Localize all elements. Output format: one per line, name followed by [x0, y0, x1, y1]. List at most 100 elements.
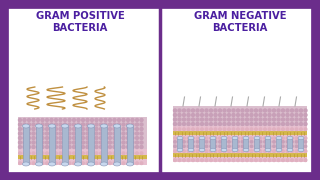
Circle shape — [300, 123, 302, 125]
Circle shape — [131, 152, 134, 154]
Circle shape — [19, 152, 21, 154]
Circle shape — [36, 132, 39, 135]
Circle shape — [282, 159, 284, 161]
Circle shape — [109, 152, 111, 154]
Circle shape — [291, 150, 293, 152]
Circle shape — [19, 136, 21, 140]
Bar — [287, 138, 292, 150]
Circle shape — [259, 145, 262, 147]
Circle shape — [32, 136, 35, 140]
Bar — [127, 126, 133, 164]
Circle shape — [28, 162, 30, 165]
Ellipse shape — [210, 148, 216, 152]
Circle shape — [113, 141, 116, 144]
Circle shape — [113, 123, 116, 126]
Circle shape — [68, 123, 71, 126]
Circle shape — [245, 114, 249, 116]
Circle shape — [113, 145, 116, 148]
Circle shape — [300, 109, 302, 112]
Circle shape — [19, 118, 21, 122]
Ellipse shape — [243, 136, 249, 140]
Circle shape — [59, 162, 62, 165]
Circle shape — [241, 123, 244, 125]
Circle shape — [122, 127, 125, 130]
Circle shape — [304, 109, 307, 112]
Circle shape — [95, 141, 98, 144]
Circle shape — [277, 137, 280, 140]
Ellipse shape — [61, 162, 68, 166]
Circle shape — [214, 114, 217, 116]
Circle shape — [183, 159, 185, 161]
Circle shape — [117, 141, 121, 144]
Circle shape — [77, 118, 80, 122]
Circle shape — [246, 145, 248, 147]
Circle shape — [122, 145, 125, 148]
Circle shape — [45, 132, 49, 135]
Circle shape — [77, 127, 80, 130]
Circle shape — [236, 123, 239, 125]
Circle shape — [28, 118, 30, 122]
Circle shape — [126, 127, 130, 130]
Circle shape — [191, 114, 195, 116]
Circle shape — [268, 128, 271, 130]
Circle shape — [205, 150, 208, 152]
Circle shape — [255, 128, 257, 130]
Circle shape — [41, 132, 44, 135]
Circle shape — [50, 127, 53, 130]
Circle shape — [178, 128, 181, 130]
Circle shape — [263, 109, 267, 112]
Circle shape — [223, 128, 226, 130]
Circle shape — [295, 145, 298, 147]
Circle shape — [23, 127, 26, 130]
Circle shape — [73, 127, 76, 130]
Circle shape — [140, 127, 143, 130]
Circle shape — [232, 141, 235, 143]
Circle shape — [59, 132, 62, 135]
Circle shape — [210, 145, 212, 147]
Circle shape — [117, 132, 121, 135]
Circle shape — [250, 123, 253, 125]
Circle shape — [59, 141, 62, 144]
Circle shape — [273, 137, 275, 140]
Circle shape — [95, 132, 98, 135]
Circle shape — [259, 141, 262, 143]
Circle shape — [140, 123, 143, 126]
Circle shape — [50, 162, 53, 165]
Circle shape — [82, 118, 84, 122]
Circle shape — [32, 145, 35, 148]
Circle shape — [104, 123, 107, 126]
Circle shape — [259, 137, 262, 140]
Circle shape — [95, 127, 98, 130]
Circle shape — [223, 137, 226, 140]
Circle shape — [63, 145, 67, 148]
Circle shape — [277, 109, 280, 112]
Circle shape — [237, 145, 239, 147]
Circle shape — [73, 118, 76, 122]
Circle shape — [201, 137, 203, 140]
Circle shape — [59, 123, 62, 126]
Circle shape — [219, 141, 221, 143]
Circle shape — [295, 141, 298, 143]
Circle shape — [117, 145, 121, 148]
Ellipse shape — [243, 148, 249, 152]
Bar — [62, 126, 68, 164]
Circle shape — [241, 150, 244, 152]
Circle shape — [304, 118, 307, 121]
Circle shape — [286, 150, 289, 152]
Circle shape — [68, 132, 71, 135]
Circle shape — [273, 114, 276, 116]
Circle shape — [282, 141, 284, 143]
Circle shape — [282, 128, 284, 130]
Circle shape — [241, 145, 244, 147]
Circle shape — [36, 127, 39, 130]
Circle shape — [82, 152, 84, 154]
Circle shape — [108, 132, 111, 135]
Bar — [188, 138, 194, 150]
Circle shape — [187, 150, 190, 152]
Circle shape — [91, 132, 93, 135]
Ellipse shape — [75, 124, 82, 128]
Circle shape — [173, 123, 177, 125]
Circle shape — [174, 141, 176, 143]
Circle shape — [126, 118, 130, 122]
Bar — [173, 126, 307, 131]
